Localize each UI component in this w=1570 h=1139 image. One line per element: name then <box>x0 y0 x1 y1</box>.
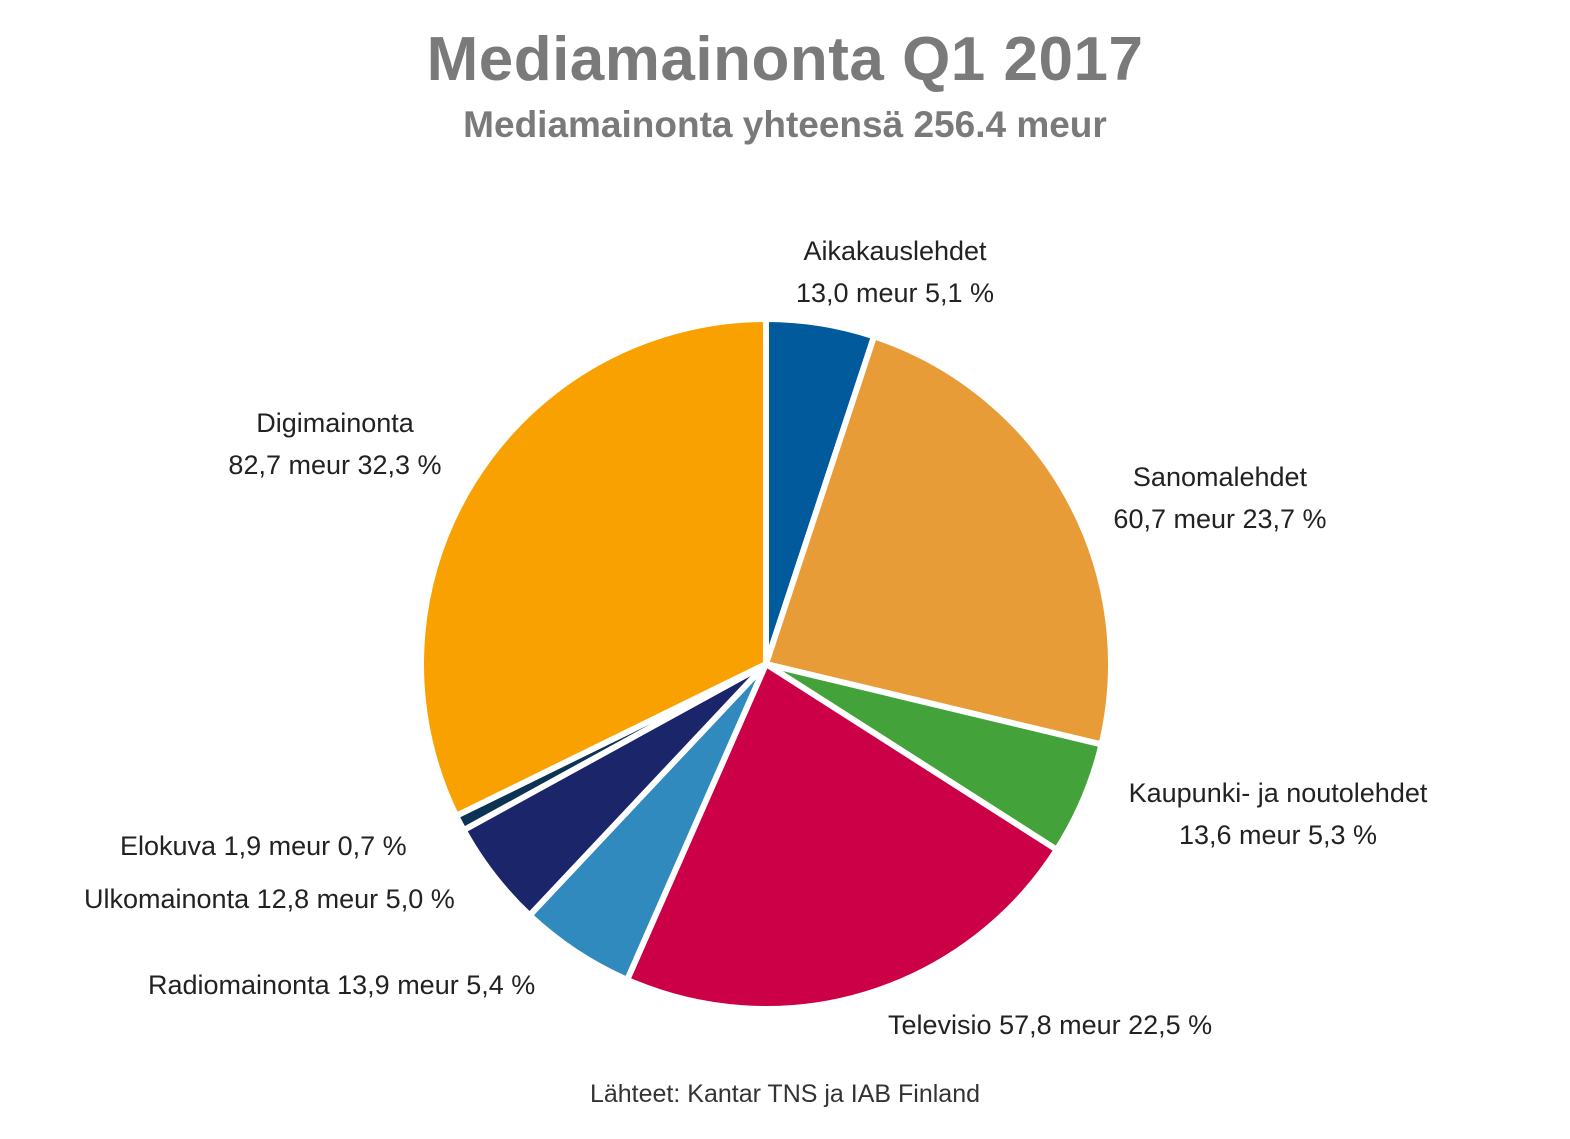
slice-televisio <box>624 661 1060 1012</box>
slice-digimainonta <box>418 316 769 819</box>
label-kaupunki-ja-noutolehdet: Kaupunki- ja noutolehdet 13,6 meur 5,3 % <box>1108 772 1448 856</box>
label-kaupunki-ja-noutolehdet-value: 13,6 meur 5,3 % <box>1178 820 1378 850</box>
label-aikakauslehdet-value: 13,0 meur 5,1 % <box>795 278 995 308</box>
label-aikakauslehdet: Aikakauslehdet 13,0 meur 5,1 % <box>780 230 1010 314</box>
label-televisio-name: Televisio <box>888 1010 992 1040</box>
label-ulkomainonta: Ulkomainonta 12,8 meur 5,0 % <box>84 878 455 920</box>
label-ulkomainonta-name: Ulkomainonta <box>84 884 250 914</box>
label-kaupunki-ja-noutolehdet-name: Kaupunki- ja noutolehdet <box>1128 778 1428 808</box>
chart-title: Mediamainonta Q1 2017 <box>426 25 1144 94</box>
label-sanomalehdet-name: Sanomalehdet <box>1132 462 1308 492</box>
label-aikakauslehdet-name: Aikakauslehdet <box>803 236 987 266</box>
label-elokuva-name: Elokuva <box>120 831 217 861</box>
chart-subtitle: Mediamainonta yhteensä 256.4 meur <box>463 104 1107 145</box>
label-elokuva-value: 1,9 meur 0,7 % <box>223 831 407 861</box>
label-ulkomainonta-value: 12,8 meur 5,0 % <box>256 884 455 914</box>
label-digimainonta-name: Digimainonta <box>256 408 414 438</box>
label-radiomainonta-name: Radiomainonta <box>148 970 330 1000</box>
source-note: Lähteet: Kantar TNS ja IAB Finland <box>589 1080 981 1108</box>
label-televisio: Televisio 57,8 meur 22,5 % <box>888 1004 1212 1046</box>
label-digimainonta-value: 82,7 meur 32,3 % <box>228 450 442 480</box>
label-sanomalehdet-value: 60,7 meur 23,7 % <box>1113 504 1327 534</box>
label-elokuva: Elokuva 1,9 meur 0,7 % <box>120 825 407 867</box>
label-radiomainonta: Radiomainonta 13,9 meur 5,4 % <box>148 964 535 1006</box>
slice-sanomalehdet <box>763 333 1114 748</box>
label-sanomalehdet: Sanomalehdet 60,7 meur 23,7 % <box>1090 456 1350 540</box>
label-digimainonta: Digimainonta 82,7 meur 32,3 % <box>200 402 470 486</box>
label-radiomainonta-value: 13,9 meur 5,4 % <box>337 970 536 1000</box>
label-televisio-value: 57,8 meur 22,5 % <box>999 1010 1213 1040</box>
